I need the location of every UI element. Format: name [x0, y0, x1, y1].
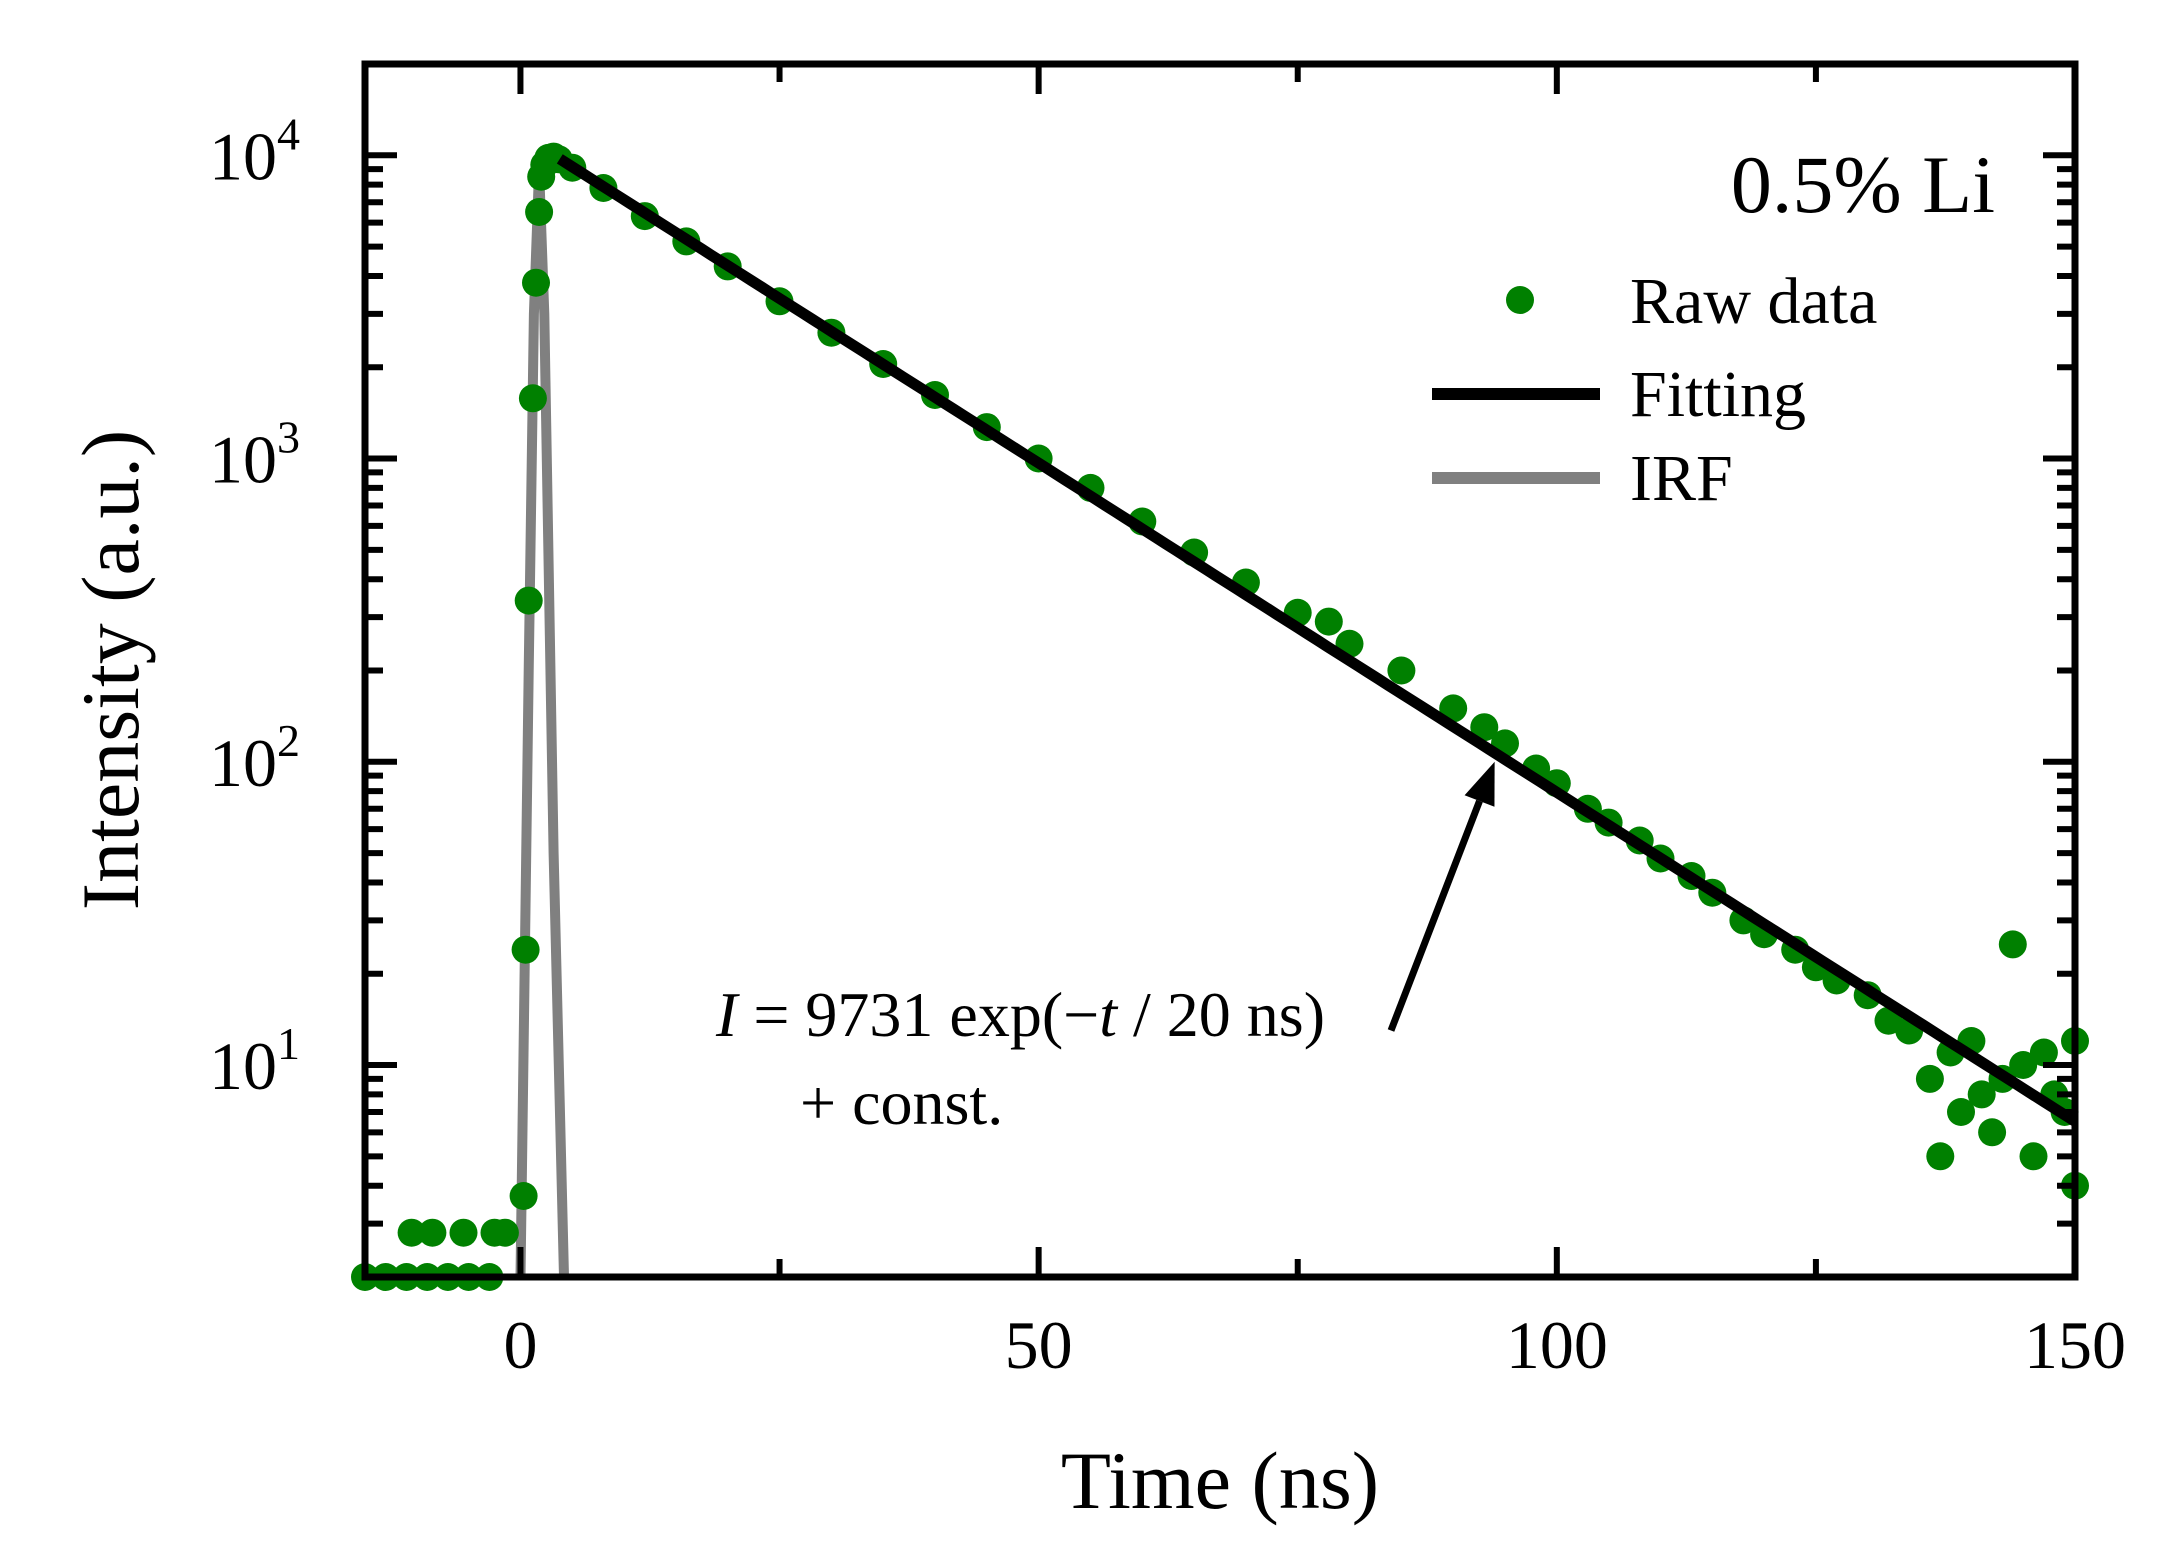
fitting-series	[556, 154, 2078, 1127]
y-tick-exponent: 2	[277, 715, 300, 766]
y-axis-title: Intensity (a.u.)	[65, 430, 156, 910]
annotation-var: I	[715, 979, 740, 1050]
raw-data-point	[2009, 1051, 2038, 1079]
raw-data-point	[1926, 1142, 1955, 1171]
legend-label-irf: IRF	[1630, 442, 1733, 515]
y-tick-base: 10	[209, 118, 277, 194]
x-axis-title: Time (ns)	[1061, 1435, 1379, 1526]
raw-data-point	[397, 1218, 426, 1247]
annotation-line-2: + const.	[800, 1067, 1003, 1138]
y-tick-label: 104	[209, 108, 300, 194]
raw-data-point	[509, 1182, 538, 1210]
fit-equation-annotation: I = 9731 exp(−t / 20 ns) + const.	[715, 761, 1495, 1138]
irf-series	[515, 164, 569, 1278]
raw-data-point	[1978, 1118, 2007, 1147]
raw-data-point	[514, 586, 543, 615]
sample-label: 0.5% Li	[1731, 139, 1995, 230]
legend-label-raw-data: Raw data	[1630, 265, 1877, 338]
y-tick-exponent: 4	[277, 108, 300, 159]
annotation-line-1: I = 9731 exp(−t / 20 ns)	[715, 979, 1325, 1050]
raw-data-point	[2019, 1142, 2048, 1171]
annotation-rest: / 20 ns)	[1117, 979, 1325, 1050]
raw-data-point	[511, 935, 540, 964]
raw-data-point	[1967, 1080, 1996, 1109]
raw-data-point	[1915, 1064, 1944, 1093]
raw-data-point	[449, 1218, 478, 1247]
raw-data-point	[1947, 1098, 1975, 1126]
y-tick-label: 102	[209, 715, 300, 801]
annotation-eq: = 9731 exp(	[737, 979, 1063, 1050]
y-tick-base: 10	[209, 1028, 277, 1104]
y-tick-label: 103	[209, 412, 300, 498]
raw-data-point	[2029, 1038, 2058, 1067]
x-tick-label: 0	[503, 1307, 537, 1383]
annotation-arrow	[1387, 799, 1483, 1032]
x-tick-labels: 0 50 100 150	[503, 1307, 2126, 1383]
legend-label-fitting: Fitting	[1630, 358, 1806, 431]
plot-frame	[361, 60, 2079, 1281]
y-tick-base: 10	[209, 422, 277, 498]
raw-data-point	[518, 384, 547, 413]
x-tick-label: 100	[1506, 1307, 1608, 1383]
x-tick-label: 150	[2024, 1307, 2126, 1383]
y-tick-exponent: 1	[277, 1018, 300, 1069]
raw-data-point	[418, 1218, 447, 1247]
y-tick-base: 10	[209, 725, 277, 801]
annotation-arrow-head	[1464, 761, 1495, 807]
fitting-line	[556, 154, 2078, 1127]
raw-data-point	[1314, 607, 1343, 636]
y-tick-exponent: 3	[277, 412, 300, 463]
raw-data-point	[1998, 930, 2027, 959]
raw-data-point	[525, 198, 554, 226]
raw-data-point	[1439, 694, 1468, 723]
annotation-minus: −	[1063, 979, 1099, 1050]
legend-marker-raw-data	[1506, 286, 1534, 314]
x-tick-label: 50	[1005, 1307, 1073, 1383]
raw-data-point	[490, 1218, 519, 1247]
raw-data-point	[522, 268, 550, 297]
axis-ticks	[365, 61, 2078, 1280]
raw-data-point	[1470, 713, 1499, 742]
irf-line	[515, 164, 569, 1278]
annotation-t: t	[1099, 979, 1119, 1050]
y-tick-label: 101	[209, 1018, 300, 1104]
legend: Raw data Fitting IRF	[1432, 265, 1877, 515]
raw-data-point	[1387, 656, 1416, 685]
